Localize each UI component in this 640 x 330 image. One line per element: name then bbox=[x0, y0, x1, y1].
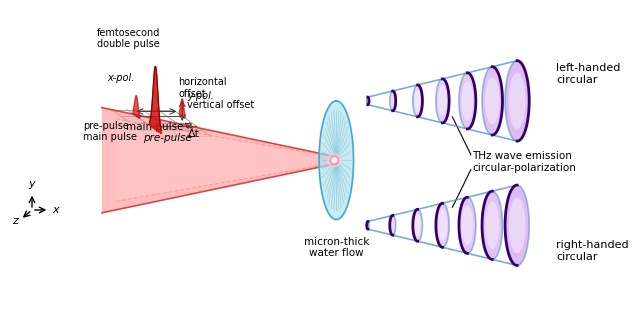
Text: pre-pulse: pre-pulse bbox=[143, 133, 192, 143]
Ellipse shape bbox=[461, 81, 473, 120]
Ellipse shape bbox=[367, 221, 369, 229]
Ellipse shape bbox=[413, 85, 422, 117]
Polygon shape bbox=[179, 99, 185, 118]
Polygon shape bbox=[133, 95, 140, 118]
Ellipse shape bbox=[485, 201, 499, 249]
Ellipse shape bbox=[459, 73, 476, 129]
Circle shape bbox=[330, 156, 339, 165]
Ellipse shape bbox=[414, 90, 421, 112]
Text: horizontal
offset: horizontal offset bbox=[179, 77, 227, 99]
Ellipse shape bbox=[505, 185, 529, 265]
Circle shape bbox=[332, 158, 337, 163]
Ellipse shape bbox=[436, 203, 449, 247]
Text: left-handed
circular: left-handed circular bbox=[556, 63, 621, 85]
Ellipse shape bbox=[438, 85, 447, 116]
Polygon shape bbox=[116, 119, 334, 201]
Ellipse shape bbox=[459, 197, 476, 253]
Polygon shape bbox=[102, 108, 334, 213]
Ellipse shape bbox=[438, 210, 447, 241]
Text: y: y bbox=[29, 179, 35, 189]
Circle shape bbox=[328, 153, 341, 167]
Text: main pulse: main pulse bbox=[126, 121, 183, 132]
Text: Δt: Δt bbox=[188, 129, 200, 139]
Text: pre-pulse: pre-pulse bbox=[83, 121, 129, 131]
Ellipse shape bbox=[414, 214, 421, 237]
Ellipse shape bbox=[436, 79, 449, 123]
Ellipse shape bbox=[505, 61, 529, 141]
Text: micron-thick
water flow: micron-thick water flow bbox=[303, 237, 369, 258]
Text: y-pol.: y-pol. bbox=[188, 90, 214, 101]
Text: x: x bbox=[52, 205, 59, 215]
Text: x-pol.: x-pol. bbox=[107, 73, 134, 83]
Text: femtosecond
double pulse: femtosecond double pulse bbox=[97, 28, 161, 49]
Ellipse shape bbox=[509, 73, 525, 129]
Ellipse shape bbox=[461, 206, 473, 245]
Text: right-handed
circular: right-handed circular bbox=[556, 240, 629, 262]
Ellipse shape bbox=[482, 67, 502, 135]
Polygon shape bbox=[150, 66, 161, 134]
Ellipse shape bbox=[390, 91, 396, 111]
Ellipse shape bbox=[482, 191, 502, 259]
Ellipse shape bbox=[367, 97, 369, 105]
Text: vertical offset: vertical offset bbox=[188, 100, 255, 110]
Text: main pulse: main pulse bbox=[83, 132, 137, 143]
Ellipse shape bbox=[509, 197, 525, 253]
Text: z: z bbox=[12, 216, 18, 226]
Polygon shape bbox=[319, 101, 353, 219]
Text: THz wave emission
circular-polarization: THz wave emission circular-polarization bbox=[472, 151, 576, 173]
Ellipse shape bbox=[485, 77, 499, 125]
Ellipse shape bbox=[413, 209, 422, 241]
Ellipse shape bbox=[390, 215, 396, 235]
